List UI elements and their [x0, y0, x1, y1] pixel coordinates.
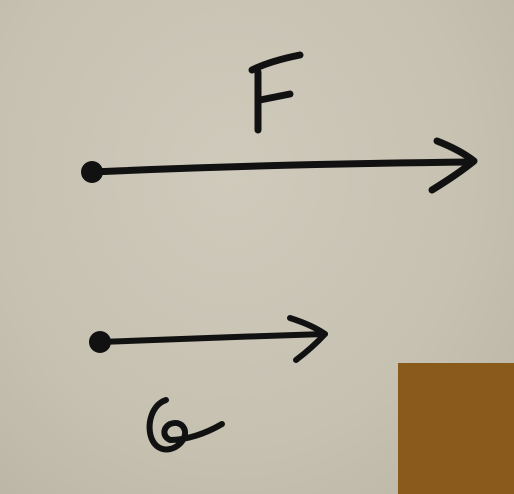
vector-g [89, 315, 328, 363]
vector-f-arrowhead [428, 137, 478, 194]
vector-g-tail-dot [89, 331, 111, 353]
vector-g-arrowhead [287, 315, 328, 363]
vector-f-label [248, 51, 304, 134]
vector-g-label [146, 397, 225, 453]
vector-f-tail-dot [81, 161, 103, 183]
vector-f [81, 137, 478, 194]
brown-corner-patch [398, 363, 514, 494]
vector-g-shaft [97, 331, 328, 345]
vector-f-shaft [88, 158, 474, 176]
